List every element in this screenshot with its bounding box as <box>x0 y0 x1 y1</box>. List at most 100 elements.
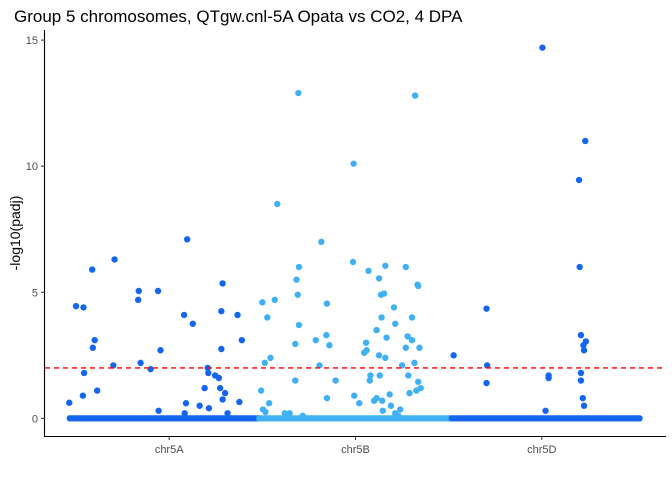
data-point-chr5D <box>582 338 590 345</box>
data-point-chr5B <box>257 387 265 394</box>
data-point-chr5B <box>402 344 409 351</box>
y-tick-label: 10 <box>26 161 38 173</box>
data-point-chr5A <box>135 287 142 295</box>
data-point-chr5D <box>577 377 585 384</box>
data-point-chr5D <box>450 352 457 359</box>
data-point-chr5B <box>373 326 380 334</box>
data-point-chr5B <box>415 282 422 290</box>
data-point-chr5A <box>93 387 101 394</box>
data-point-chr5A <box>180 311 188 319</box>
data-point-chr5B <box>259 299 266 306</box>
data-point-chr5B <box>295 89 302 97</box>
data-point-chr5D <box>577 369 585 377</box>
data-point-chr5B <box>264 314 271 321</box>
data-point-chr5A <box>89 344 97 351</box>
data-point-chr5A <box>215 374 223 382</box>
data-point-chr5B <box>323 331 330 339</box>
data-point-chr5B <box>402 263 409 271</box>
data-point-chr5B <box>378 314 385 321</box>
data-point-chr5B <box>323 394 331 402</box>
data-point-chr5B <box>350 160 357 167</box>
data-point-chr5A <box>134 296 142 304</box>
data-point-chr5B <box>382 354 389 362</box>
data-point-chr5B <box>406 389 413 397</box>
data-point-chr5A <box>80 369 88 377</box>
data-point-chr5A <box>111 256 118 263</box>
data-point-chr5A <box>66 399 73 406</box>
data-point-chr5B <box>411 359 418 367</box>
data-point-chr5B <box>299 412 306 420</box>
data-point-chr5A <box>189 320 196 327</box>
data-point-chr5B <box>390 304 398 311</box>
data-point-chr5B <box>404 333 411 340</box>
data-point-chr5B <box>408 336 416 344</box>
data-point-chr5B <box>362 339 370 346</box>
data-point-chr5B <box>379 407 387 414</box>
data-point-chr5A <box>147 365 154 373</box>
data-point-chr5B <box>261 359 269 367</box>
data-point-chr5B <box>267 354 274 362</box>
y-tick-label: 0 <box>32 413 38 425</box>
data-point-chr5B <box>375 275 383 282</box>
data-point-chr5A <box>79 392 87 399</box>
data-point-chr5B <box>295 263 303 271</box>
data-point-chr5B <box>274 200 281 208</box>
x-ticks: chr5A chr5B chr5D <box>155 436 557 456</box>
data-point-chr5B <box>417 384 424 392</box>
data-point-chr5A <box>154 287 162 295</box>
data-point-chr5B <box>415 378 422 385</box>
data-point-chr5A <box>184 236 191 243</box>
data-point-chr5B <box>380 290 388 297</box>
data-point-chr5B <box>332 377 339 384</box>
data-point-chr5B <box>366 377 373 384</box>
data-point-chr5A <box>219 396 226 403</box>
baseline-point-chr5D <box>636 415 643 422</box>
data-point-chr5B <box>271 296 278 304</box>
data-point-chr5B <box>398 362 406 369</box>
data-point-chr5A <box>80 304 87 311</box>
data-point-chr5B <box>281 410 288 417</box>
data-point-chr5B <box>408 314 416 321</box>
data-point-chr5D <box>582 137 589 145</box>
data-point-chr5A <box>182 400 190 407</box>
data-point-chr5D <box>483 362 491 369</box>
data-point-chr5B <box>293 276 300 283</box>
data-point-chr5A <box>219 280 226 287</box>
y-tick-label: 5 <box>32 287 38 299</box>
data-point-chr5A <box>205 369 212 377</box>
data-point-chr5B <box>405 372 412 379</box>
data-point-chr5A <box>155 407 162 414</box>
data-point-chr5A <box>137 359 144 367</box>
y-tick-label: 15 <box>26 35 38 47</box>
x-tick-label-chr5A: chr5A <box>155 444 184 456</box>
chart-title: Group 5 chromosomes, QTgw.cnl-5A Opata v… <box>14 7 463 26</box>
data-point-chr5B <box>383 334 390 341</box>
points-layer <box>66 44 643 422</box>
data-point-chr5D <box>545 372 552 379</box>
data-point-chr5B <box>292 340 299 348</box>
data-point-chr5B <box>323 300 331 307</box>
data-point-chr5B <box>356 400 363 407</box>
data-point-chr5D <box>575 176 583 184</box>
data-point-chr5A <box>196 402 203 409</box>
data-point-chr5B <box>386 391 393 398</box>
data-point-chr5B <box>318 238 325 246</box>
data-point-chr5A <box>218 307 225 315</box>
data-point-chr5B <box>351 392 358 399</box>
data-point-chr5A <box>157 347 164 354</box>
data-point-chr5B <box>397 406 404 413</box>
data-point-chr5D <box>539 44 546 51</box>
x-tick-label-chr5B: chr5B <box>341 444 370 456</box>
data-point-chr5A <box>110 362 117 369</box>
data-point-chr5A <box>205 405 213 412</box>
data-point-chr5B <box>411 92 419 99</box>
data-point-chr5B <box>294 291 301 298</box>
data-point-chr5B <box>363 347 370 354</box>
data-point-chr5B <box>392 320 399 327</box>
x-tick-label-chr5D: chr5D <box>527 444 556 456</box>
data-point-chr5B <box>395 412 402 420</box>
data-point-chr5B <box>387 402 395 409</box>
data-point-chr5D <box>577 331 585 339</box>
data-point-chr5D <box>580 402 588 409</box>
